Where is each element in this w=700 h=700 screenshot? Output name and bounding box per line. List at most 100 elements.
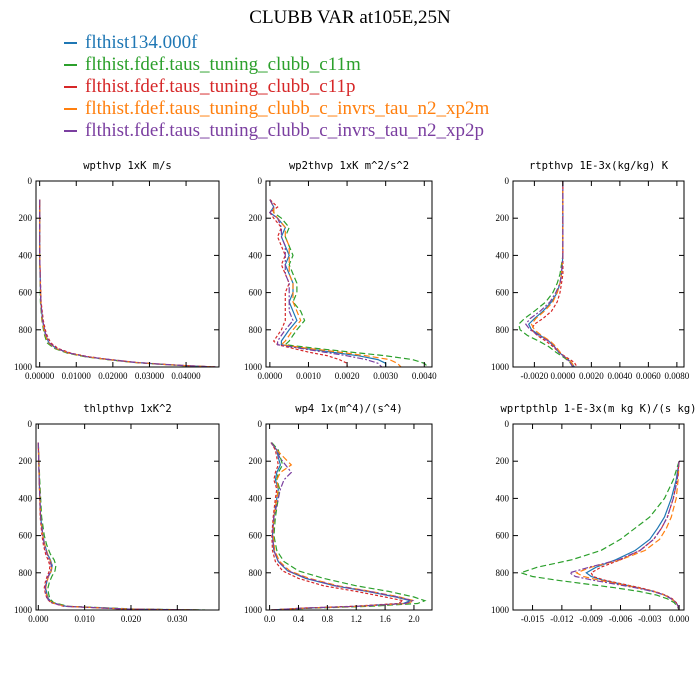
series-line xyxy=(270,442,405,610)
x-tick-label: -0.0020 xyxy=(521,371,549,381)
series-line xyxy=(269,199,429,367)
x-tick-label: 0.8 xyxy=(322,614,334,624)
legend-label: flthist.fdef.taus_tuning_clubb_c_invrs_t… xyxy=(85,98,490,119)
y-tick-label: 200 xyxy=(249,213,263,223)
y-tick-label: 800 xyxy=(496,325,510,335)
series-line xyxy=(37,442,201,610)
x-tick-label: 0.0040 xyxy=(412,371,437,381)
x-tick-label: -0.015 xyxy=(521,614,545,624)
y-tick-label: 200 xyxy=(496,213,510,223)
y-tick-label: 200 xyxy=(249,456,263,466)
y-tick-label: 600 xyxy=(496,288,510,298)
y-tick-label: 600 xyxy=(19,288,33,298)
legend-item: flthist134.000f xyxy=(64,32,489,54)
x-tick-label: 0.01000 xyxy=(62,371,92,381)
series-line xyxy=(568,461,680,610)
legend-swatch xyxy=(64,130,77,132)
legend-swatch xyxy=(64,64,77,66)
legend-swatch xyxy=(64,86,77,88)
series-line xyxy=(270,442,413,610)
y-tick-label: 600 xyxy=(496,531,510,541)
x-tick-label: 0.0040 xyxy=(608,371,633,381)
panel-title: wpthvp 1xK m/s xyxy=(83,160,172,172)
y-tick-label: 800 xyxy=(19,325,33,335)
series-line xyxy=(269,199,402,367)
x-tick-label: 0.0020 xyxy=(335,371,360,381)
x-tick-label: -0.006 xyxy=(609,614,633,624)
y-tick-label: 200 xyxy=(19,456,33,466)
y-tick-label: 0 xyxy=(28,419,33,429)
figure-title: CLUBB VAR at105E,25N xyxy=(249,7,451,28)
x-tick-label: 0.04000 xyxy=(171,371,201,381)
panel-title: thlpthvp 1xK^2 xyxy=(83,403,172,415)
x-tick-label: 0.000 xyxy=(669,614,690,624)
series-line xyxy=(270,442,415,610)
x-tick-label: 0.0000 xyxy=(551,371,576,381)
panel-title: wp4 1x(m^4)/(s^4) xyxy=(295,403,402,415)
series-line xyxy=(37,442,196,610)
x-tick-label: 0.4 xyxy=(293,614,305,624)
x-tick-label: -0.003 xyxy=(638,614,662,624)
series-line xyxy=(518,461,680,610)
y-tick-label: 400 xyxy=(249,493,263,503)
legend-label: flthist.fdef.taus_tuning_clubb_c11p xyxy=(85,76,356,97)
series-line xyxy=(530,181,575,367)
legend-item: flthist.fdef.taus_tuning_clubb_c11p xyxy=(64,76,489,98)
y-tick-label: 600 xyxy=(249,531,263,541)
y-tick-label: 1000 xyxy=(491,362,510,372)
series-line xyxy=(269,199,383,367)
y-tick-label: 600 xyxy=(19,531,33,541)
x-tick-label: -0.009 xyxy=(580,614,604,624)
y-tick-label: 200 xyxy=(19,213,33,223)
y-tick-label: 1000 xyxy=(244,605,263,615)
chart-panel: wp4 1x(m^4)/(s^4) 0.0 0.4 0.8 1.2 1.6 2.0 0 200 4… xyxy=(244,403,433,624)
y-tick-label: 600 xyxy=(249,288,263,298)
legend-item: flthist.fdef.taus_tuning_clubb_c_invrs_t… xyxy=(64,98,489,120)
y-tick-label: 400 xyxy=(249,250,263,260)
plot-frame xyxy=(265,180,433,368)
y-tick-label: 1000 xyxy=(244,362,263,372)
series-line xyxy=(39,199,216,367)
panel-title: rtpthvp 1E-3x(kg/kg) K xyxy=(529,160,669,172)
y-tick-label: 0 xyxy=(258,419,263,429)
x-tick-label: 0.00000 xyxy=(25,371,55,381)
legend: flthist134.000f flthist.fdef.taus_tuning… xyxy=(64,32,489,142)
x-tick-label: 0.000 xyxy=(28,614,49,624)
series-line xyxy=(37,442,206,610)
y-tick-label: 1000 xyxy=(14,605,33,615)
y-tick-label: 200 xyxy=(496,456,510,466)
x-tick-label: 0.03000 xyxy=(135,371,165,381)
x-tick-label: 0.0000 xyxy=(257,371,282,381)
chart-panel: wpthvp 1xK m/s 0.00000 0.01000 0.02000 0.030… xyxy=(14,160,220,381)
x-tick-label: 0.0030 xyxy=(373,371,398,381)
legend-label: flthist.fdef.taus_tuning_clubb_c11m xyxy=(85,54,361,75)
x-tick-label: 0.0010 xyxy=(296,371,321,381)
chart-panel: thlpthvp 1xK^2 0.000 0.010 0.020 0.030 0 200 40… xyxy=(14,403,220,624)
legend-label: flthist134.000f xyxy=(85,32,198,53)
series-line xyxy=(575,461,680,610)
x-tick-label: 0.020 xyxy=(121,614,142,624)
x-tick-label: 0.0060 xyxy=(636,371,661,381)
y-tick-label: 800 xyxy=(249,568,263,578)
x-tick-label: 0.0080 xyxy=(665,371,690,381)
y-tick-label: 0 xyxy=(258,176,263,186)
plot-frame xyxy=(265,423,433,611)
legend-item: flthist.fdef.taus_tuning_clubb_c11m xyxy=(64,54,489,76)
x-tick-label: 0.02000 xyxy=(98,371,128,381)
y-tick-label: 800 xyxy=(496,568,510,578)
series-line xyxy=(39,199,218,367)
x-tick-label: 0.030 xyxy=(167,614,188,624)
y-tick-label: 0 xyxy=(505,176,510,186)
plot-frame xyxy=(512,423,685,611)
x-tick-label: 1.2 xyxy=(351,614,362,624)
y-tick-label: 400 xyxy=(496,493,510,503)
series-line xyxy=(270,442,416,610)
series-line xyxy=(530,181,578,367)
series-line xyxy=(39,199,216,367)
y-tick-label: 0 xyxy=(28,176,33,186)
series-line xyxy=(525,181,574,367)
series-line xyxy=(37,442,199,610)
y-tick-label: 800 xyxy=(19,568,33,578)
x-tick-label: 0.0 xyxy=(264,614,276,624)
